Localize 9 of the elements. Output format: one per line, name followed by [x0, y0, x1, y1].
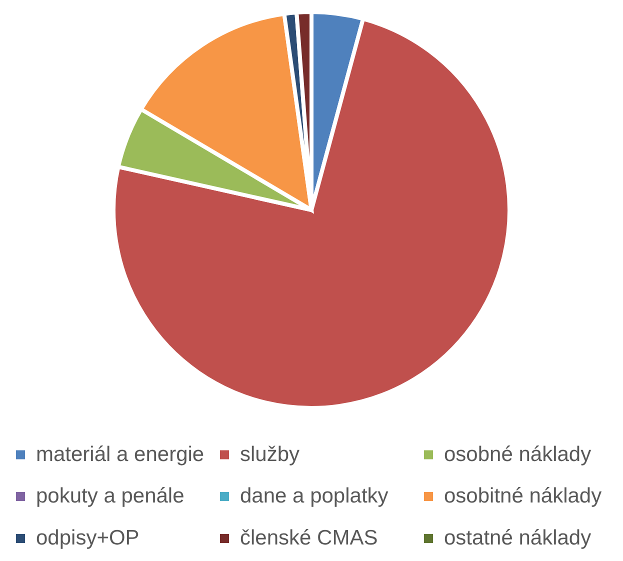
legend-label: materiál a energie [36, 442, 204, 466]
legend-label: dane a poplatky [240, 484, 389, 508]
legend-label: ostatné náklady [444, 526, 592, 550]
legend-label: členské CMAS [240, 526, 378, 550]
legend-label: odpisy+OP [36, 526, 140, 550]
legend-label: osobitné náklady [444, 484, 602, 508]
legend-label: osobné náklady [444, 442, 592, 466]
legend-label: služby [240, 442, 300, 466]
legend-label: pokuty a penále [36, 484, 184, 508]
